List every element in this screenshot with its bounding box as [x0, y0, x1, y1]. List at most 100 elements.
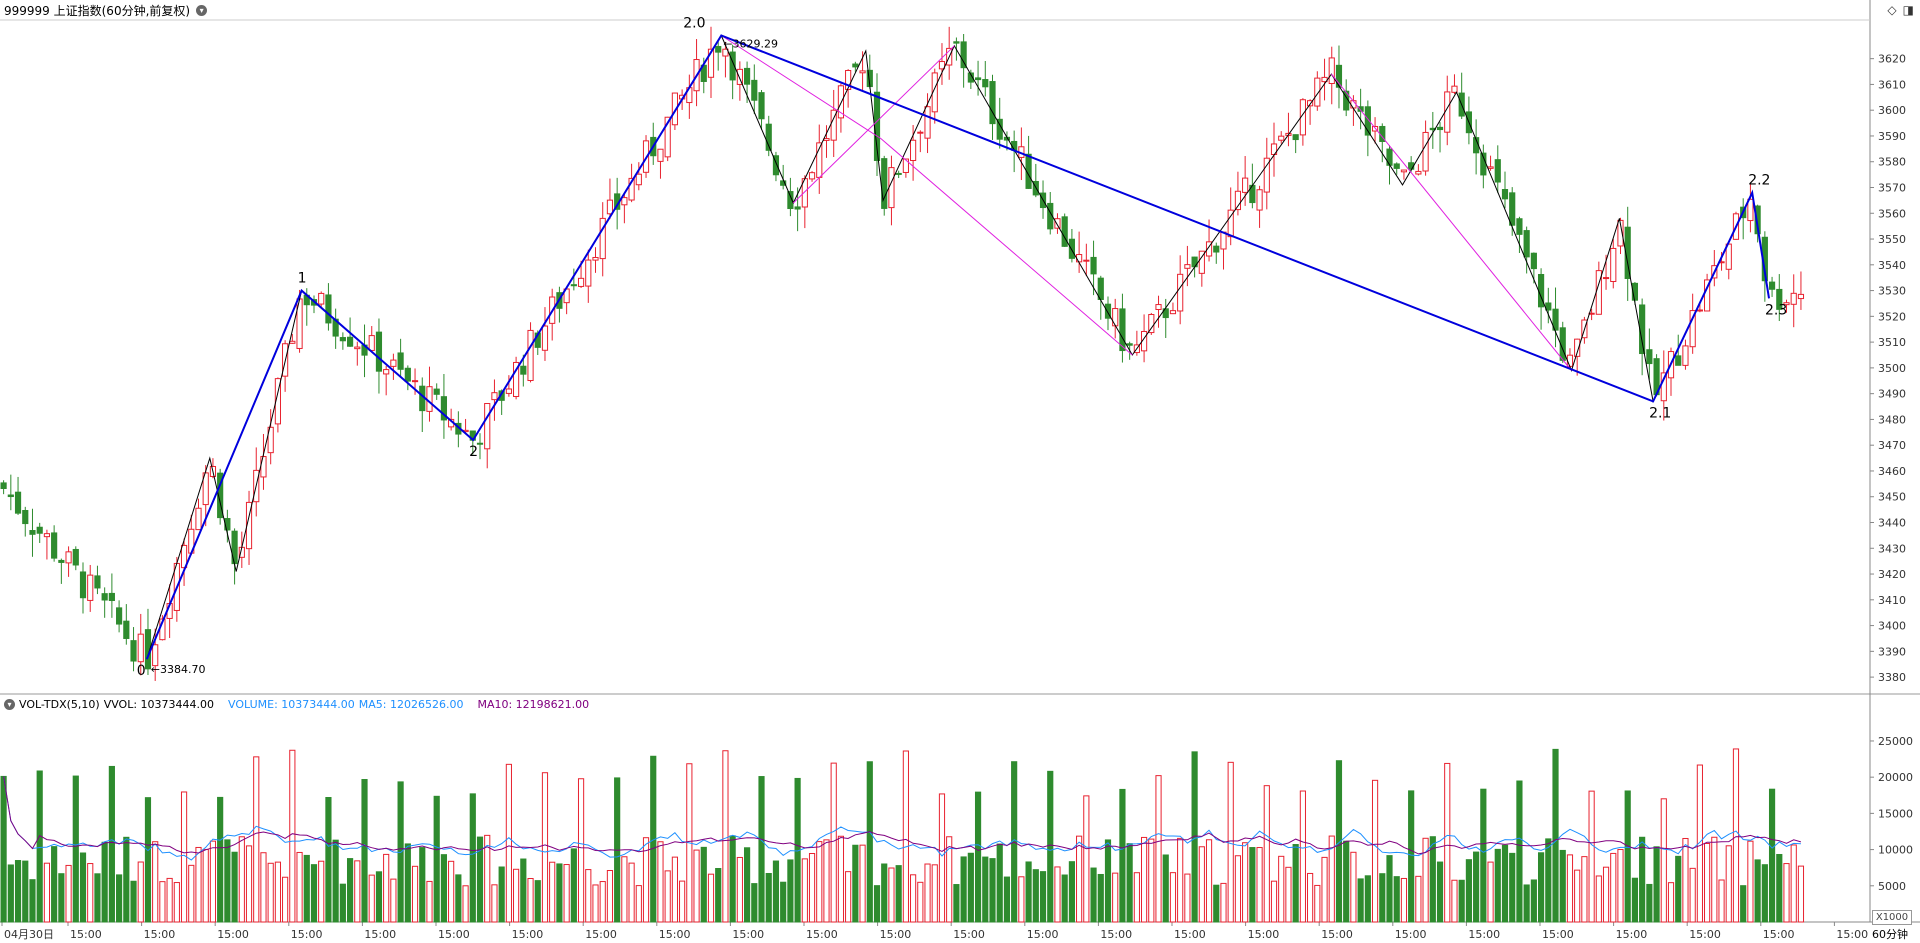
- volume-bar-up: [910, 874, 917, 923]
- volume-bar-up: [1689, 867, 1696, 923]
- volume-bar-down: [469, 793, 476, 923]
- time-tick-label: 15:00: [585, 928, 617, 941]
- alt-wave-line: [721, 35, 1133, 356]
- volume-bar-up: [635, 885, 642, 923]
- volume-bar-down: [1523, 884, 1530, 923]
- chart-title: 999999 上证指数(60分钟,前复权): [4, 3, 191, 18]
- volume-bar-up: [808, 853, 816, 923]
- volume-bar-up: [924, 863, 931, 923]
- candle-down: [1068, 238, 1075, 259]
- volume-bar-down: [0, 775, 7, 923]
- volume-bar-down: [881, 863, 888, 923]
- period-label[interactable]: 60分钟: [1872, 928, 1908, 941]
- volume-bar-down: [1552, 748, 1559, 923]
- volume-bar-up: [859, 844, 866, 923]
- volume-bar-down: [556, 863, 563, 923]
- volume-bar-down: [1061, 874, 1068, 923]
- volume-bar-down: [1501, 844, 1509, 923]
- wave-label: 1: [298, 271, 307, 287]
- candle-down: [440, 396, 448, 421]
- volume-bar-down: [974, 791, 982, 923]
- candle-down: [1624, 226, 1631, 279]
- candle-down: [1523, 230, 1530, 258]
- candle-down: [852, 63, 859, 68]
- volume-bar-up: [368, 874, 375, 923]
- candle-up: [1487, 166, 1494, 169]
- candle-up: [1169, 310, 1177, 315]
- time-tick-label: 15:00: [659, 928, 691, 941]
- main-wave-line: [145, 34, 1770, 660]
- volume-bar-down: [7, 864, 14, 923]
- volume-bar-down: [989, 858, 996, 923]
- volume-bar-up: [152, 841, 159, 923]
- time-tick-label: 15:00: [291, 928, 323, 941]
- candle-up: [910, 139, 917, 162]
- volume-bar-up: [1660, 798, 1667, 923]
- candle-up: [289, 340, 296, 344]
- volume-bar-up: [1299, 790, 1306, 923]
- chevron-down-icon[interactable]: ▾: [4, 698, 15, 710]
- time-tick-label: 15:00: [1763, 928, 1795, 941]
- candle-down: [29, 530, 36, 535]
- volume-bar-up: [693, 849, 700, 923]
- candle-up: [1415, 170, 1422, 175]
- candle-up: [1660, 372, 1667, 402]
- volume-bar-down: [873, 885, 881, 923]
- volume-bar-up: [621, 856, 628, 923]
- candle-down: [570, 284, 577, 287]
- candle-up: [599, 217, 606, 260]
- volume-bar-up: [253, 756, 260, 923]
- price-tick-label: 3440: [1878, 517, 1906, 530]
- candle-down: [1386, 148, 1393, 166]
- candle-down: [375, 331, 383, 372]
- volume-bar-up: [390, 878, 397, 923]
- volume-bar-down: [1126, 843, 1133, 923]
- volume-bar-down: [520, 858, 527, 923]
- chevron-down-icon[interactable]: ▾: [196, 4, 208, 16]
- time-tick-label: 15:00: [70, 928, 102, 941]
- time-tick-label: 15:00: [1027, 928, 1059, 941]
- volume-bar-down: [1776, 853, 1783, 923]
- price-tick-label: 3590: [1878, 130, 1906, 143]
- candle-up: [368, 335, 375, 351]
- candle-up: [411, 380, 419, 383]
- volume-bar-up: [289, 749, 296, 923]
- volume-bar-up: [1371, 779, 1379, 923]
- price-tick-label: 3430: [1878, 542, 1906, 555]
- candle-up: [722, 48, 729, 57]
- candle-up: [1574, 338, 1581, 357]
- volume-bar-up: [628, 862, 635, 923]
- volume-bar-up: [657, 841, 664, 923]
- volume-bar-up: [1169, 872, 1177, 923]
- volume-bar-down: [440, 854, 448, 923]
- volume-bar-up: [245, 845, 253, 923]
- panel-icon[interactable]: ◨: [1902, 3, 1914, 17]
- volume-bar-down: [1408, 790, 1415, 923]
- volume-bar-up: [1487, 861, 1494, 923]
- volume-bar-up: [1184, 873, 1191, 923]
- volume-bar-down: [419, 847, 426, 923]
- candle-up: [736, 68, 743, 85]
- volume-bar-down: [1025, 861, 1032, 923]
- volume-bar-down: [1393, 876, 1400, 923]
- candle-down: [1393, 163, 1400, 169]
- candle-up: [664, 116, 671, 158]
- volume-bar-up: [318, 860, 325, 923]
- volume-bar-up: [260, 852, 267, 923]
- volume-bar-up: [664, 870, 671, 923]
- candle-up: [137, 633, 144, 663]
- volume-bar-up: [1148, 838, 1155, 923]
- volume-bar-up: [274, 861, 281, 923]
- price-tick-label: 3530: [1878, 285, 1906, 298]
- volume-bar-up: [917, 881, 924, 923]
- diamond-icon[interactable]: ◇: [1887, 3, 1897, 17]
- price-tick-label: 3570: [1878, 182, 1906, 195]
- candle-down: [1501, 189, 1509, 200]
- volume-indicator-name: VOL-TDX(5,10): [19, 697, 100, 711]
- candle-up: [484, 403, 491, 450]
- volume-bar-up: [1415, 875, 1422, 923]
- volume-bar-up: [1682, 837, 1689, 923]
- volume-bar-up: [1321, 856, 1328, 923]
- volume-bar-down: [1768, 788, 1776, 923]
